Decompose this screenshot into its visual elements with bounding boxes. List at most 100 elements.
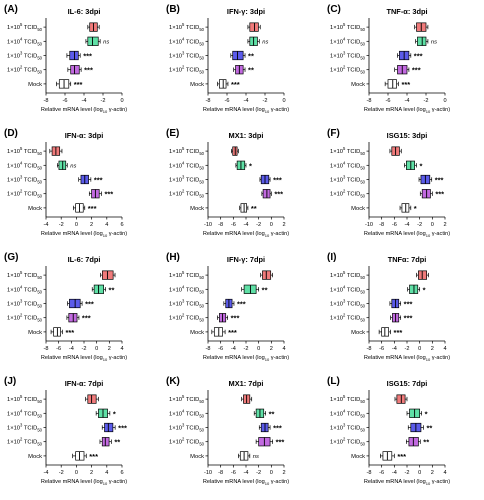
- significance-label: *: [420, 161, 423, 170]
- panel-title: TNF-α: 3dpi: [386, 7, 427, 16]
- category-label: Mock: [28, 454, 42, 460]
- category-label: Mock: [190, 330, 204, 336]
- box: [69, 50, 79, 61]
- x-tick-label: -6: [379, 470, 384, 476]
- x-tick-label: -2: [244, 346, 249, 352]
- x-tick-label: -6: [231, 470, 236, 476]
- x-tick-label: 0: [270, 470, 273, 476]
- x-axis-label: Relative mRNA level (log10 γ-actin): [203, 355, 289, 362]
- category-label: 1×103 TCID50: [169, 175, 205, 185]
- significance-label: **: [109, 285, 115, 294]
- panel-letter: (L): [327, 376, 340, 387]
- x-tick-label: 0: [257, 346, 260, 352]
- x-tick-label: 0: [431, 222, 434, 228]
- category-label: 1×102 TCID50: [7, 65, 43, 75]
- panel-title: IFN-α: 3dpi: [65, 131, 104, 140]
- panel-title: IFN-α: 7dpi: [65, 379, 104, 388]
- significance-label: ns: [253, 454, 259, 460]
- category-label: 1×103 TCID50: [169, 51, 205, 61]
- x-tick-label: 0: [282, 98, 285, 104]
- category-label: 1×102 TCID50: [169, 65, 205, 75]
- chart-panel: (A) IL-6: 3dpi -8 -6 -4 -2 0 Relative mRNA leve…: [4, 4, 127, 114]
- x-tick-label: -4: [231, 346, 236, 352]
- x-tick-label: 0: [443, 98, 446, 104]
- x-tick-label: -6: [231, 222, 236, 228]
- x-tick-label: 0: [418, 346, 421, 352]
- significance-label: **: [269, 409, 275, 418]
- category-label: 1×103 TCID50: [7, 175, 43, 185]
- category-label: 1×103 TCID50: [330, 51, 366, 61]
- x-tick-label: -6: [56, 346, 61, 352]
- category-label: 1×102 TCID50: [169, 313, 205, 323]
- chart-panel: (H) IFN-γ: 7dpi -8 -6 -4 -2 0 2 4 Relative mRNA l…: [166, 252, 289, 362]
- significance-label: ***: [414, 52, 423, 61]
- category-label: Mock: [351, 330, 365, 336]
- significance-label: ***: [276, 438, 285, 447]
- category-label: 1×102 TCID50: [330, 189, 366, 199]
- category-label: 1×104 TCID50: [330, 408, 366, 418]
- category-label: 1×103 TCID50: [7, 51, 43, 61]
- category-label: 1×104 TCID50: [169, 160, 205, 170]
- category-label: 1×105 TCID50: [330, 394, 366, 404]
- significance-label: ***: [435, 190, 444, 199]
- category-label: 1×104 TCID50: [7, 284, 43, 294]
- x-tick-label: -4: [244, 470, 249, 476]
- x-tick-label: -8: [379, 222, 384, 228]
- category-label: Mock: [28, 206, 42, 212]
- x-tick-label: -8: [44, 346, 49, 352]
- category-label: 1×102 TCID50: [7, 189, 43, 199]
- significance-label: **: [248, 66, 254, 75]
- x-tick-label: -10: [204, 222, 212, 228]
- x-axis-label: Relative mRNA level (log10 γ-actin): [41, 231, 127, 238]
- significance-label: *: [423, 285, 426, 294]
- x-axis-label: Relative mRNA level (log10 γ-actin): [41, 355, 127, 362]
- x-tick-label: -8: [367, 346, 372, 352]
- significance-label: ns: [70, 163, 76, 169]
- x-tick-label: -6: [63, 98, 68, 104]
- x-tick-label: -4: [244, 98, 249, 104]
- x-tick-label: 0: [270, 222, 273, 228]
- category-label: 1×103 TCID50: [330, 423, 366, 433]
- x-tick-label: 4: [105, 470, 108, 476]
- category-label: 1×102 TCID50: [7, 437, 43, 447]
- x-tick-label: 4: [120, 346, 123, 352]
- significance-label: ***: [404, 314, 413, 323]
- panel-letter: (D): [4, 128, 18, 139]
- x-tick-label: 2: [90, 470, 93, 476]
- x-axis-label: Relative mRNA level (log10 γ-actin): [364, 107, 450, 114]
- significance-label: ***: [228, 328, 237, 337]
- x-tick-label: -2: [59, 222, 64, 228]
- category-label: 1×105 TCID50: [7, 22, 43, 32]
- significance-label: ***: [74, 80, 83, 89]
- significance-label: ***: [237, 300, 246, 309]
- x-tick-label: -4: [82, 98, 87, 104]
- category-label: 1×104 TCID50: [330, 284, 366, 294]
- significance-label: **: [248, 52, 254, 61]
- panel-letter: (A): [4, 4, 18, 15]
- x-tick-label: 2: [270, 346, 273, 352]
- x-tick-label: 4: [282, 346, 285, 352]
- x-tick-label: -2: [82, 346, 87, 352]
- box: [387, 79, 397, 89]
- x-tick-label: 4: [443, 470, 446, 476]
- significance-label: ns: [431, 39, 437, 45]
- x-tick-label: -2: [263, 98, 268, 104]
- significance-label: ***: [274, 190, 283, 199]
- category-label: 1×105 TCID50: [169, 394, 205, 404]
- panel-letter: (C): [327, 4, 341, 15]
- significance-label: ***: [118, 424, 127, 433]
- box: [249, 22, 259, 32]
- x-axis-label: Relative mRNA level (log10 γ-actin): [203, 107, 289, 114]
- x-tick-label: -2: [424, 98, 429, 104]
- category-label: Mock: [28, 82, 42, 88]
- x-tick-label: -4: [405, 98, 410, 104]
- x-tick-label: 0: [418, 470, 421, 476]
- x-tick-label: 0: [75, 470, 78, 476]
- category-label: 1×105 TCID50: [169, 270, 205, 280]
- category-label: 1×102 TCID50: [330, 65, 366, 75]
- x-tick-label: -4: [392, 346, 397, 352]
- significance-label: ***: [88, 204, 97, 213]
- significance-label: *: [425, 409, 428, 418]
- x-tick-label: -6: [392, 222, 397, 228]
